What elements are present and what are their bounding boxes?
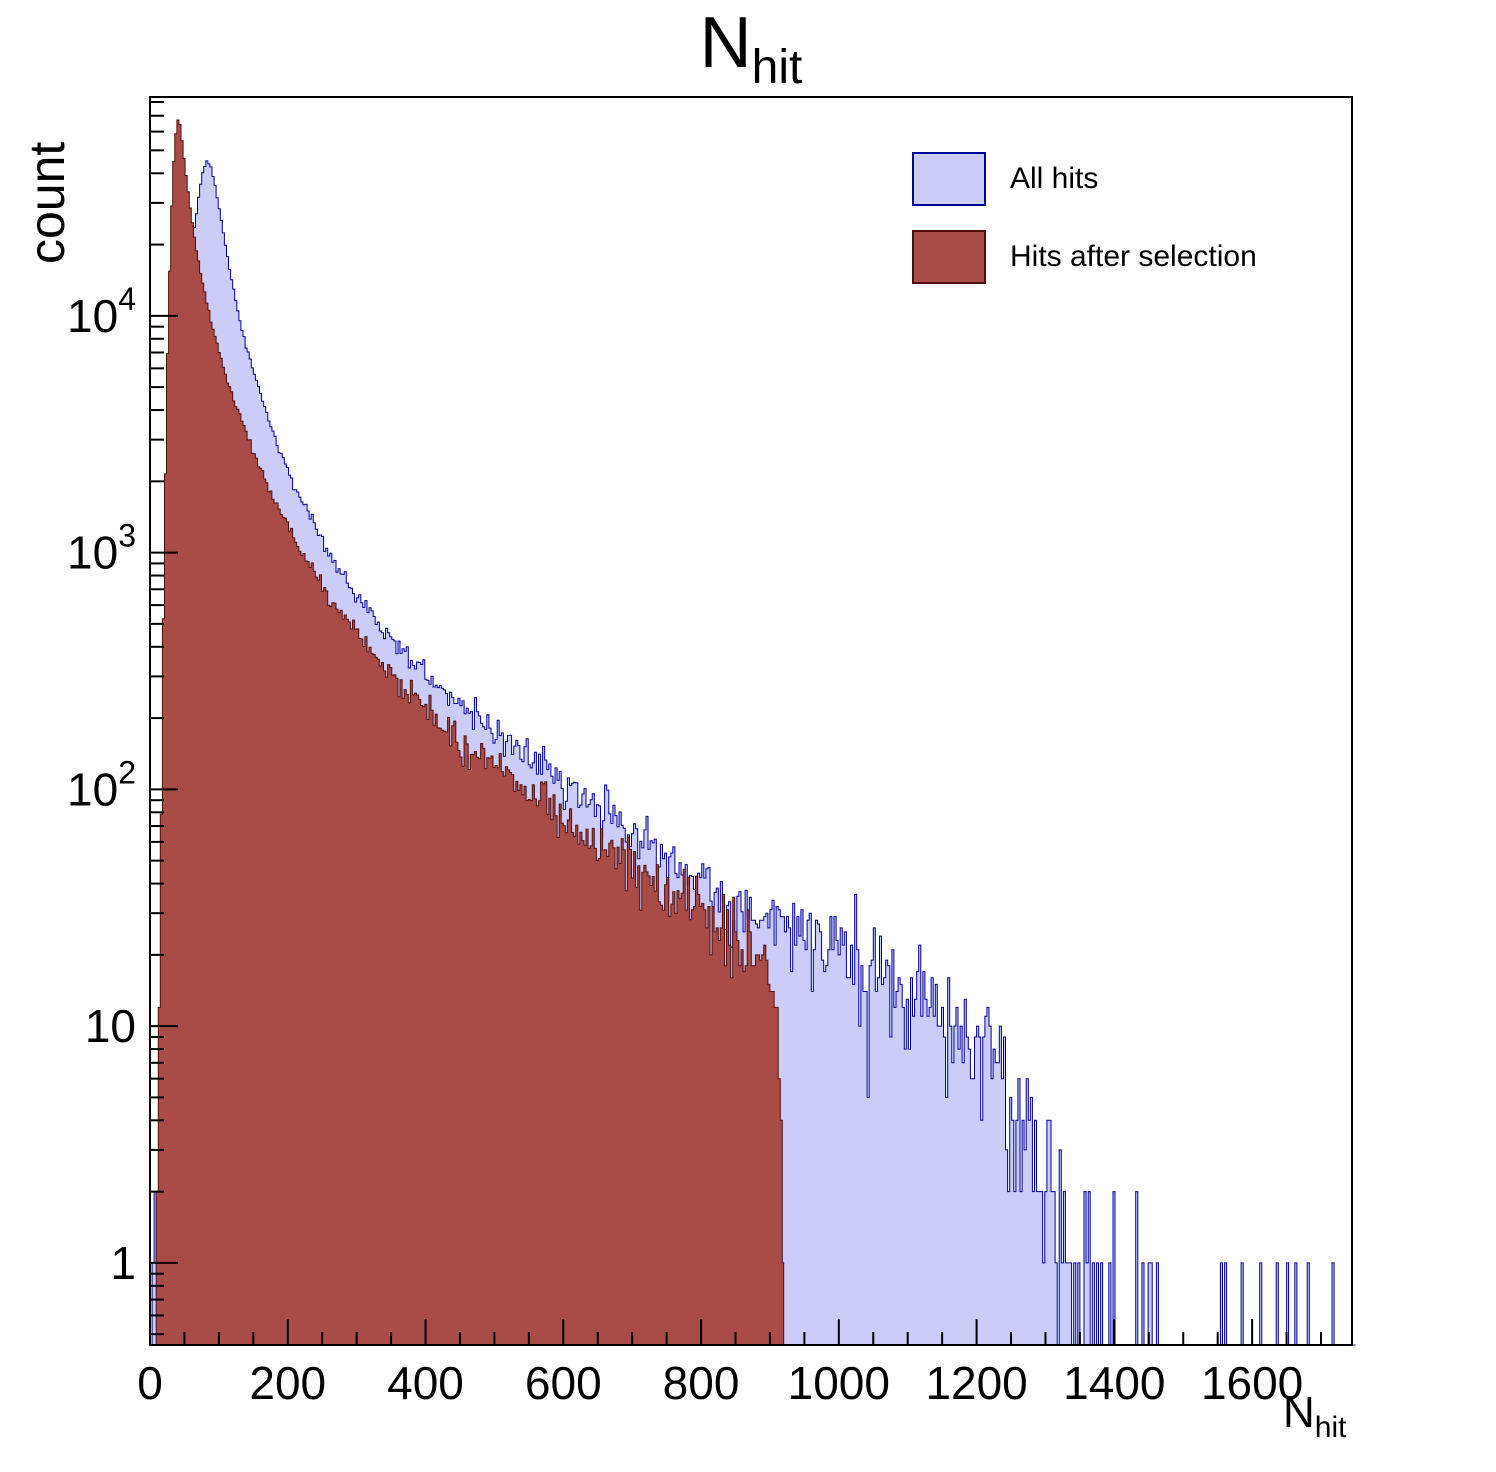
y-tick-label: 104 <box>67 281 136 342</box>
chart-title-sub: hit <box>751 41 803 94</box>
y-tick-label: 103 <box>67 518 136 579</box>
x-tick-label: 200 <box>249 1357 326 1409</box>
x-axis-tick-labels: 0 200 400 600 800 1000 1200 1400 1600 <box>137 1357 1303 1409</box>
x-tick-label: 400 <box>387 1357 464 1409</box>
x-axis-label-sub: hit <box>1314 1411 1347 1444</box>
legend-item-all-hits: All hits <box>912 152 1257 206</box>
y-tick-label: 102 <box>67 754 136 815</box>
y-axis-ticks <box>150 101 178 1336</box>
legend: All hits Hits after selection <box>912 152 1257 308</box>
x-tick-label: 1600 <box>1201 1357 1303 1409</box>
x-tick-label: 600 <box>525 1357 602 1409</box>
plot-frame <box>149 96 1353 1346</box>
x-tick-label: 1400 <box>1063 1357 1165 1409</box>
legend-label-selection: Hits after selection <box>1010 240 1257 273</box>
x-tick-label: 1000 <box>788 1357 890 1409</box>
chart-title: Nhit <box>150 2 1352 94</box>
x-axis-label: Nhit <box>1283 1388 1346 1444</box>
legend-swatch-all-hits <box>912 152 986 206</box>
y-axis-label: count <box>19 141 75 264</box>
x-tick-label: 800 <box>663 1357 740 1409</box>
x-axis-ticks <box>149 1319 1323 1345</box>
legend-label-all-hits: All hits <box>1010 162 1099 195</box>
y-axis-tick-labels: 1 10 102 103 104 <box>67 281 136 1289</box>
y-tick-label: 10 <box>85 1000 136 1052</box>
chart-title-main: N <box>699 3 752 83</box>
legend-swatch-selection <box>912 230 986 284</box>
legend-item-selection: Hits after selection <box>912 230 1257 284</box>
y-tick-label: 1 <box>110 1237 136 1289</box>
series-selection-area <box>150 119 785 1346</box>
x-tick-label: 0 <box>137 1357 163 1409</box>
x-axis-label-main: N <box>1283 1388 1315 1437</box>
x-tick-label: 1200 <box>925 1357 1027 1409</box>
